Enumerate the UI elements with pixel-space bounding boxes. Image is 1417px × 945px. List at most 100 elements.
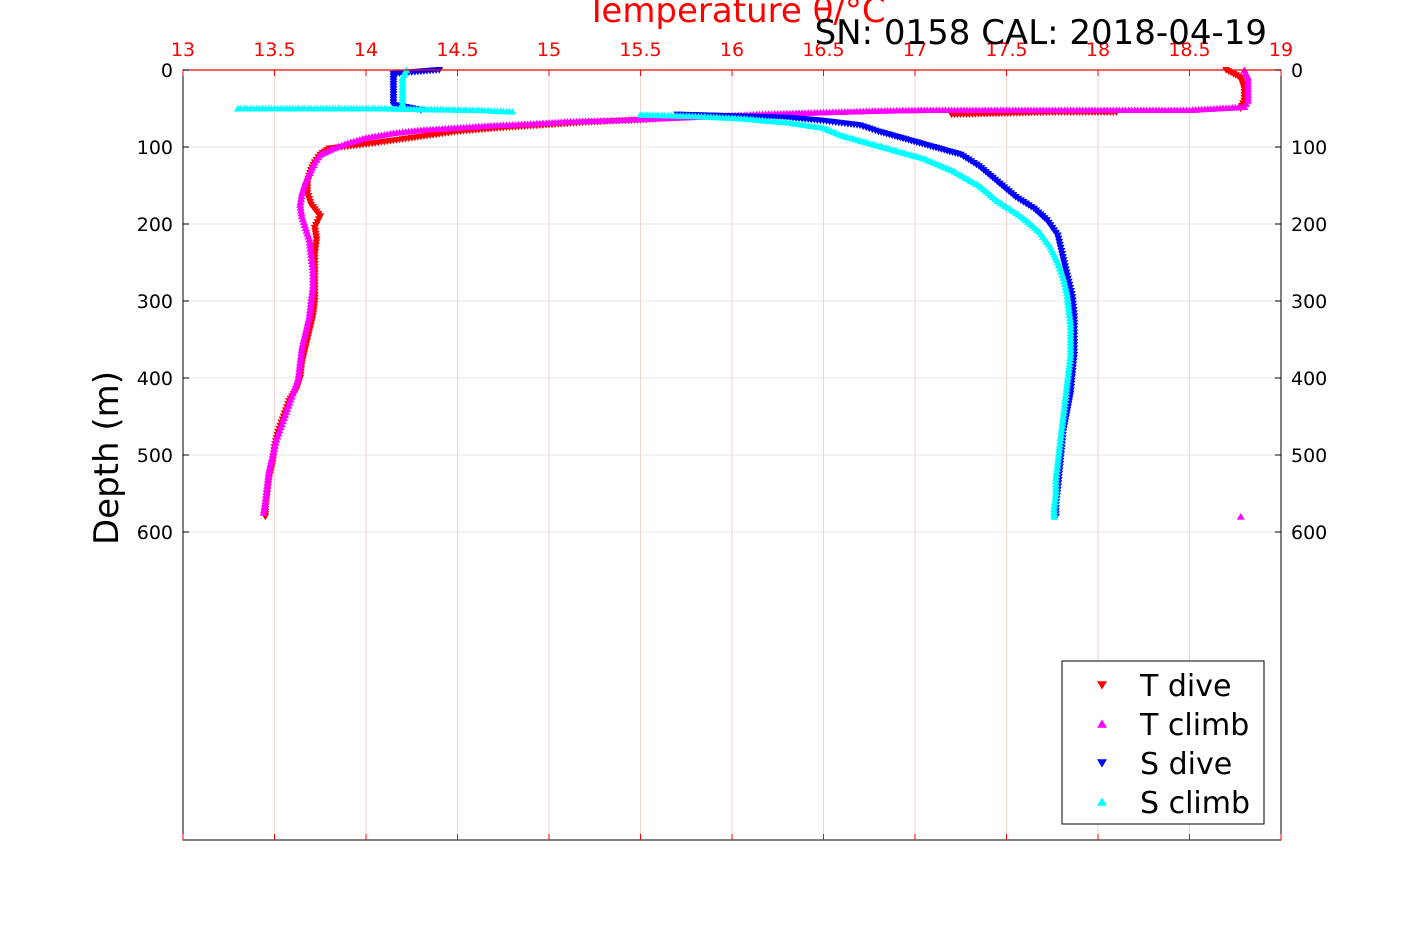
data-point [306,300,315,308]
chart-subtitle: SN: 0158 CAL: 2018-04-19 [815,13,1267,53]
data-point [300,331,309,338]
data-point [308,260,317,268]
data-point [1065,363,1074,371]
data-point [303,322,312,329]
data-point [306,306,315,314]
data-point [947,111,956,119]
data-point [1063,375,1072,383]
data-point [307,251,316,258]
data-point [297,195,306,202]
y-tick-label-left: 600 [137,522,173,544]
data-point [263,476,272,483]
data-point [1054,452,1063,460]
data-point [1058,419,1067,426]
data-point [1053,462,1062,469]
data-point [271,439,280,446]
data-point [303,318,312,326]
data-point [305,238,314,246]
data-point [296,204,305,211]
data-point [263,482,272,489]
legend-marker [1097,759,1107,768]
y-axis-label: Depth (m) [87,371,127,545]
data-point [305,312,314,320]
data-point [1062,286,1071,294]
data-point [262,488,271,495]
y-tick-label-left: 100 [137,137,173,159]
data-point [1051,496,1060,503]
data-point [307,294,316,301]
data-point [305,235,314,243]
data-point [301,328,310,335]
data-point [272,436,281,443]
data-point [270,442,279,449]
data-point [305,309,314,317]
data-point [264,469,273,477]
data-point [297,192,306,200]
data-point [1052,471,1061,479]
data-point [1053,459,1062,466]
data-point [1062,289,1071,297]
y-tick-label-right: 400 [1291,368,1327,390]
legend: T dive T climb S dive S climb [1061,660,1265,825]
tick-layer: 13 13.5 14 14.5 15 15.5 16 16.5 17 17.5 18 18.5 190 0… [137,39,1327,840]
data-point [1236,513,1245,520]
x-tick-label: 14.5 [436,39,478,61]
y-tick-label-right: 600 [1291,522,1327,544]
y-tick-label-left: 200 [137,214,173,236]
data-point [296,201,305,208]
data-point [307,254,316,261]
y-tick-label-right: 300 [1291,291,1327,313]
x-tick-label: 17 [903,39,927,61]
x-tick-label: 15 [537,39,561,61]
data-point [508,107,517,115]
data-point [1066,317,1075,325]
data-point [270,445,279,452]
data-point [1063,295,1072,303]
series-t-dive [261,67,1249,521]
data-point [267,454,276,462]
y-tick-label-right: 100 [1291,137,1327,159]
data-point [261,494,270,502]
data-point [1066,351,1075,358]
data-point [296,355,305,363]
data-point [268,451,277,458]
legend-label: T climb [1139,708,1249,743]
data-point [297,189,306,197]
y-tick-label-left: 300 [137,291,173,313]
data-point [1053,465,1062,472]
series-s-climb [233,66,1075,520]
data-point [1065,311,1074,318]
legend-label: S dive [1140,747,1232,782]
data-point [299,337,308,345]
y-tick-label-left: 500 [137,445,173,467]
data-point [1050,513,1059,520]
data-point [1063,379,1072,386]
data-point [1062,385,1071,392]
y-tick-label-right: 0 [1291,60,1303,82]
data-point [1061,391,1070,398]
data-point [1054,456,1063,463]
data-point [295,365,304,372]
marks-layer [233,66,1253,521]
data-point [1051,492,1060,500]
data-point [1063,298,1072,306]
data-point [260,503,269,510]
data-point [262,491,271,499]
data-point [1054,449,1063,457]
x-tick-label: 18.5 [1168,39,1210,61]
data-point [306,245,315,252]
data-point [1064,302,1073,309]
data-point [1057,425,1066,432]
data-point [263,479,272,486]
data-point [1063,372,1072,380]
data-point [267,457,276,465]
data-point [1061,397,1070,405]
data-point [296,198,305,205]
data-point [306,303,315,311]
data-point [1062,388,1071,395]
data-point [1059,274,1068,281]
data-point [1050,502,1059,509]
data-point [296,359,305,366]
data-point [295,368,304,375]
